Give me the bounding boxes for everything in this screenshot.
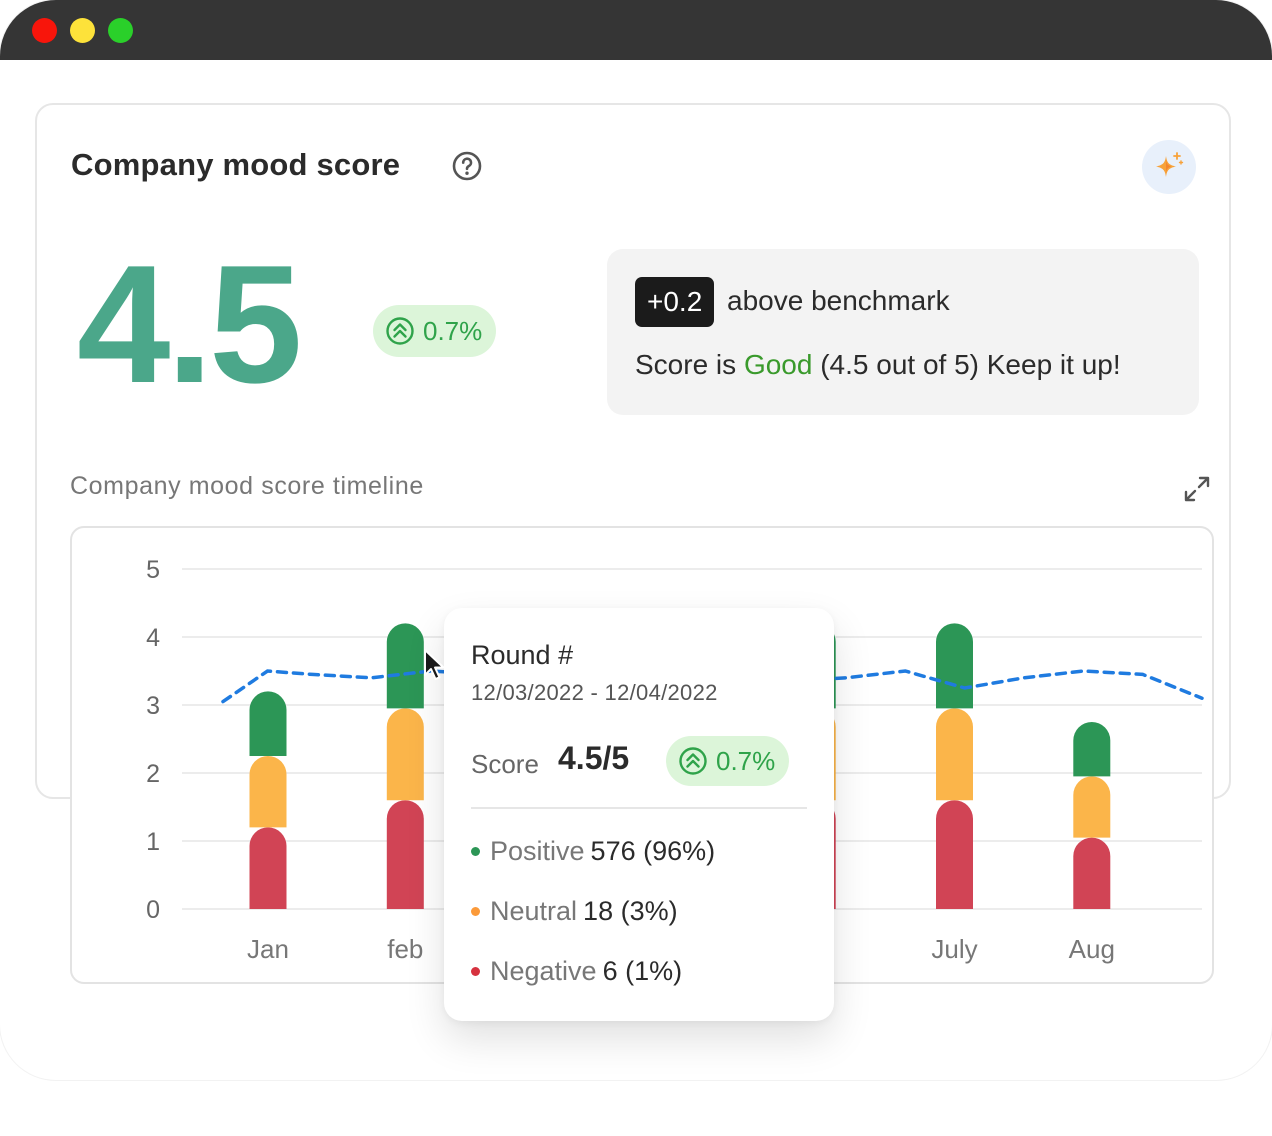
bar-segment-positive	[386, 623, 424, 709]
expand-icon[interactable]	[1182, 474, 1212, 504]
trend-up-icon	[386, 317, 414, 345]
tooltip-row-value: 6 (1%)	[602, 956, 683, 986]
tooltip-row-value: 18 (3%)	[583, 896, 678, 926]
x-tick-label: July	[931, 934, 977, 964]
tooltip-trend-badge: 0.7%	[666, 736, 790, 786]
y-tick-label: 3	[146, 692, 160, 720]
score-trend-badge: 0.7%	[373, 305, 497, 357]
minimize-window-button[interactable]	[70, 18, 95, 43]
neutral-dot	[471, 907, 480, 916]
benchmark-text: above benchmark	[727, 285, 950, 316]
tooltip-divider	[471, 807, 807, 809]
negative-dot	[471, 967, 480, 976]
score-sentence: Score is Good (4.5 out of 5) Keep it up!	[635, 349, 1121, 381]
tooltip-row-label: Negative	[490, 956, 597, 986]
positive-dot	[471, 847, 480, 856]
bar-segment-positive	[936, 623, 973, 709]
tooltip-row-value: 576 (96%)	[590, 836, 716, 866]
tooltip-trend-value: 0.7%	[716, 745, 776, 776]
timeline-label: Company mood score timeline	[70, 472, 424, 500]
trend-up-icon	[679, 747, 707, 775]
benchmark-delta-badge: +0.2	[635, 277, 715, 327]
x-tick-label: Jan	[247, 934, 289, 964]
tooltip-title: Round #	[471, 640, 574, 670]
benchmark-panel: +0.2 above benchmark Score is Good (4.5 …	[607, 249, 1199, 415]
tooltip-dates: 12/03/2022 - 12/04/2022	[471, 680, 718, 705]
y-tick-label: 5	[146, 556, 160, 584]
chart-tooltip: Round # 12/03/2022 - 12/04/2022 Score 4.…	[444, 608, 834, 1021]
app-window: Company mood score 4.5 0.7% +0.2 above	[0, 0, 1272, 1021]
card-title: Company mood score	[71, 147, 401, 182]
tooltip-row-neutral: Neutral 18 (3%)	[471, 896, 678, 927]
bar-segment-neutral	[936, 708, 973, 801]
x-tick-label: feb	[387, 934, 423, 964]
score-rating: Good	[743, 349, 813, 380]
ai-insights-button[interactable]	[1142, 140, 1196, 194]
y-tick-label: 2	[146, 760, 160, 788]
bar-segment-neutral	[386, 708, 424, 801]
tooltip-row-negative: Negative 6 (1%)	[471, 956, 682, 987]
mood-score-value: 4.5	[77, 230, 303, 418]
tooltip-score-value: 4.5/5	[558, 740, 630, 776]
bar-segment-negative	[386, 800, 424, 909]
tooltip-score-label: Score	[471, 749, 539, 779]
x-tick-label: Aug	[1069, 934, 1115, 964]
sparkle-icon	[1156, 152, 1184, 177]
bar-segment-positive	[249, 691, 287, 756]
score-sentence-suffix: (4.5 out of 5) Keep it up!	[820, 349, 1121, 380]
tooltip-row-positive: Positive 576 (96%)	[471, 836, 715, 867]
tooltip-row-label: Positive	[490, 836, 585, 866]
bar-segment-negative	[1073, 837, 1111, 909]
bar-segment-neutral	[249, 756, 287, 828]
bar-segment-positive	[1073, 722, 1111, 777]
y-tick-label: 4	[146, 624, 160, 652]
y-tick-label: 0	[146, 896, 160, 924]
close-window-button[interactable]	[32, 18, 57, 43]
title-bar	[0, 0, 1272, 60]
score-trend-value: 0.7%	[423, 315, 483, 346]
maximize-window-button[interactable]	[108, 18, 133, 43]
score-sentence-prefix: Score is	[635, 349, 737, 380]
y-tick-label: 1	[146, 828, 160, 856]
cursor-icon	[424, 649, 445, 680]
bar-segment-neutral	[1073, 776, 1111, 838]
bar-segment-negative	[249, 827, 287, 909]
help-icon[interactable]	[451, 150, 483, 182]
tooltip-row-label: Neutral	[490, 896, 578, 926]
bar-segment-negative	[936, 800, 973, 909]
